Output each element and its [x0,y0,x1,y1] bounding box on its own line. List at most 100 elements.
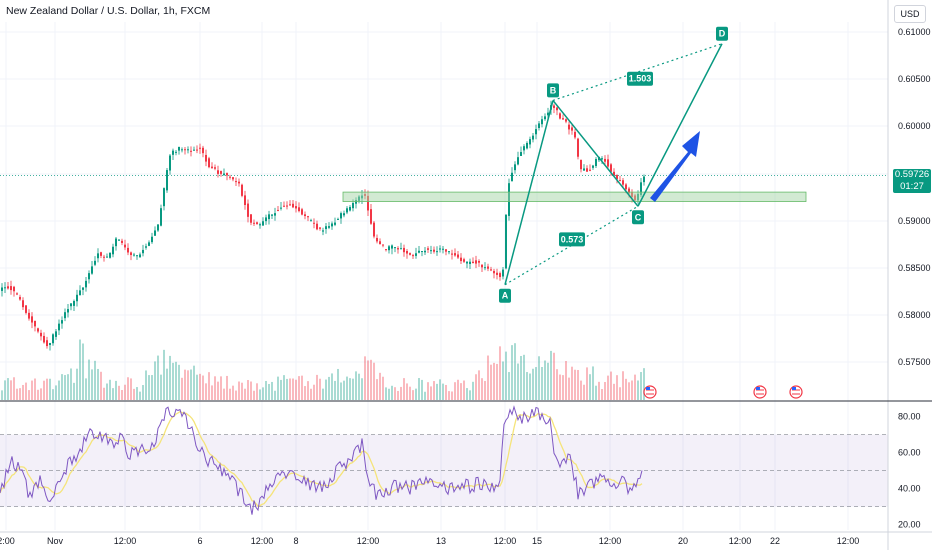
candle-body [4,287,6,289]
volume-bar [142,385,144,400]
support-zone-rect [342,191,807,202]
candle-body [574,131,576,138]
candle-body [301,209,303,215]
volume-bar [346,376,348,400]
candle-body [88,273,90,280]
volume-bar [562,375,564,400]
candle-body [316,223,318,230]
candle-body [496,272,498,275]
point-box [499,288,511,303]
candle-body [592,165,594,168]
bar-countdown: 01:27 [900,181,924,192]
time-tick-label: 12:00 [251,536,274,546]
candle-body [118,239,120,241]
volume-bar [385,387,387,400]
candle-body [199,147,201,149]
candle-body [610,164,612,172]
candle-body [403,247,405,253]
volume-bar [172,362,174,400]
candle-body [622,180,624,185]
volume-bars [1,339,645,400]
volume-bar [463,380,465,400]
point-box [547,83,559,98]
candle-body [196,149,198,151]
volume-bar [394,387,396,400]
chart-title: New Zealand Dollar / U.S. Dollar, 1h, FX… [6,5,211,17]
volume-bar [583,384,585,400]
pattern-leg [637,43,723,207]
volume-bar [313,384,315,400]
candle-body [145,246,147,248]
volume-bar [25,382,27,400]
volume-bar [160,374,162,400]
volume-bar [448,391,450,400]
candle-body [523,146,525,151]
abcd-pattern [504,43,723,286]
volume-bar [205,383,207,400]
volume-bar [22,384,24,400]
volume-bar [415,388,417,400]
volume-bar [157,355,159,400]
candle-body [409,253,411,255]
candle-body [220,171,222,174]
volume-bar [235,390,237,400]
volume-bar [643,368,645,400]
candle-body [484,267,486,269]
candle-body [178,146,180,151]
volume-bar [595,385,597,400]
volume-bar [7,378,9,400]
candle-body [487,266,489,269]
volume-bar [199,373,201,400]
candle-body [232,177,234,180]
volume-bar [637,380,639,400]
volume-bar [424,391,426,400]
volume-bar [343,380,345,400]
candle-body [73,301,75,306]
candle-body [532,135,534,140]
support-zone [342,191,807,202]
volume-bar [601,389,603,400]
candle-body [208,158,210,168]
candle-body [280,207,282,209]
candle-body [520,152,522,156]
volume-bar [577,369,579,400]
candle-body [133,254,135,256]
volume-bar [436,383,438,400]
volume-bar [289,378,291,400]
candle-body [601,158,603,160]
candle-body [91,266,93,274]
candle-body [418,250,420,253]
volume-bar [382,376,384,400]
candle-body [466,261,468,264]
point-box [632,210,644,225]
volume-bar [76,368,78,400]
volume-bar [592,366,594,400]
volume-bar [517,363,519,400]
volume-bar [316,374,318,400]
candle-body [391,245,393,249]
price-tick-label: 0.57500 [898,357,931,367]
candle-body [184,149,186,151]
pattern-leg [504,100,554,285]
candle-body [400,248,402,250]
candle-body [16,293,18,295]
candle-body [433,249,435,252]
volume-bar [334,380,336,400]
volume-bar [175,361,177,400]
volume-bar [217,381,219,400]
candle-body [388,246,390,251]
candle-body [421,251,423,253]
volume-bar [208,372,210,400]
candle-body [37,328,39,332]
candle-body [283,205,285,207]
candle-body [589,169,591,171]
candle-body [76,294,78,302]
candle-body [124,244,126,248]
candle-body [205,154,207,162]
volume-bar [88,359,90,400]
candle-body [427,248,429,250]
volume-bar [139,391,141,400]
volume-bar [514,343,516,400]
currency-button[interactable]: USD [894,5,926,23]
